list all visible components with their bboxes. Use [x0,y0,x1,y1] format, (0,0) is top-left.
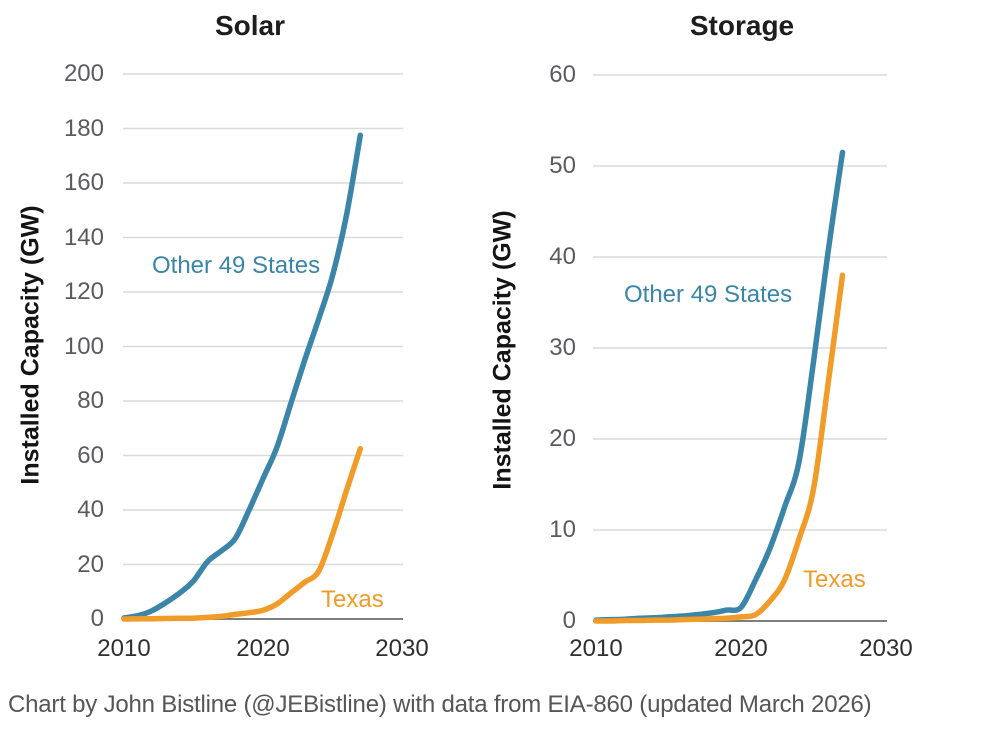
storage-series-line-texas [593,272,846,624]
solar-ytick-label-140: 140 [63,223,104,251]
solar-chart-title: Solar [214,10,286,41]
solar-ytick-label-60: 60 [77,441,104,469]
storage-ytick-label-50: 50 [549,152,576,179]
storage-chart-title: Storage [689,10,795,41]
solar-ytick-label-200: 200 [63,60,104,87]
solar-xtick-label-2010: 2010 [97,635,151,662]
storage-ytick-label-10: 10 [549,516,576,543]
solar-series-line-other-49-states [121,132,364,621]
solar-ytick-label-80: 80 [77,387,104,414]
storage-ytick-label-60: 60 [549,61,576,88]
solar-texas-series-label: Texas [321,586,384,613]
storage-xtick-label-2020: 2020 [714,635,768,662]
solar-other-states-series-label: Other 49 States [152,252,321,279]
solar-xtick-label-2030: 2030 [375,635,429,662]
solar-ytick-label-20: 20 [77,550,104,578]
storage-xtick-label-2030: 2030 [859,635,913,662]
storage-ytick-label-40: 40 [549,243,576,270]
solar-xtick-label-2020: 2020 [236,635,290,662]
solar-ytick-label-180: 180 [63,114,104,142]
solar-ytick-label-0: 0 [90,605,104,632]
solar-series-line-texas [121,445,364,622]
storage-texas-series-label: Texas [803,566,866,593]
solar-ytick-label-40: 40 [77,496,104,523]
solar-ytick-label-160: 160 [63,169,104,196]
storage-other-states-series-label: Other 49 States [624,281,793,308]
attribution-caption: Chart by John Bistline (@JEBistline) wit… [8,691,872,718]
storage-ytick-label-30: 30 [549,334,576,361]
solar-ytick-label-100: 100 [63,332,104,360]
storage-ytick-label-20: 20 [549,425,576,452]
storage-series-line-other-49-states [593,149,846,623]
storage-xtick-label-2010: 2010 [569,635,623,662]
solar-ytick-label-120: 120 [63,278,104,305]
storage-ytick-label-0: 0 [562,607,576,634]
